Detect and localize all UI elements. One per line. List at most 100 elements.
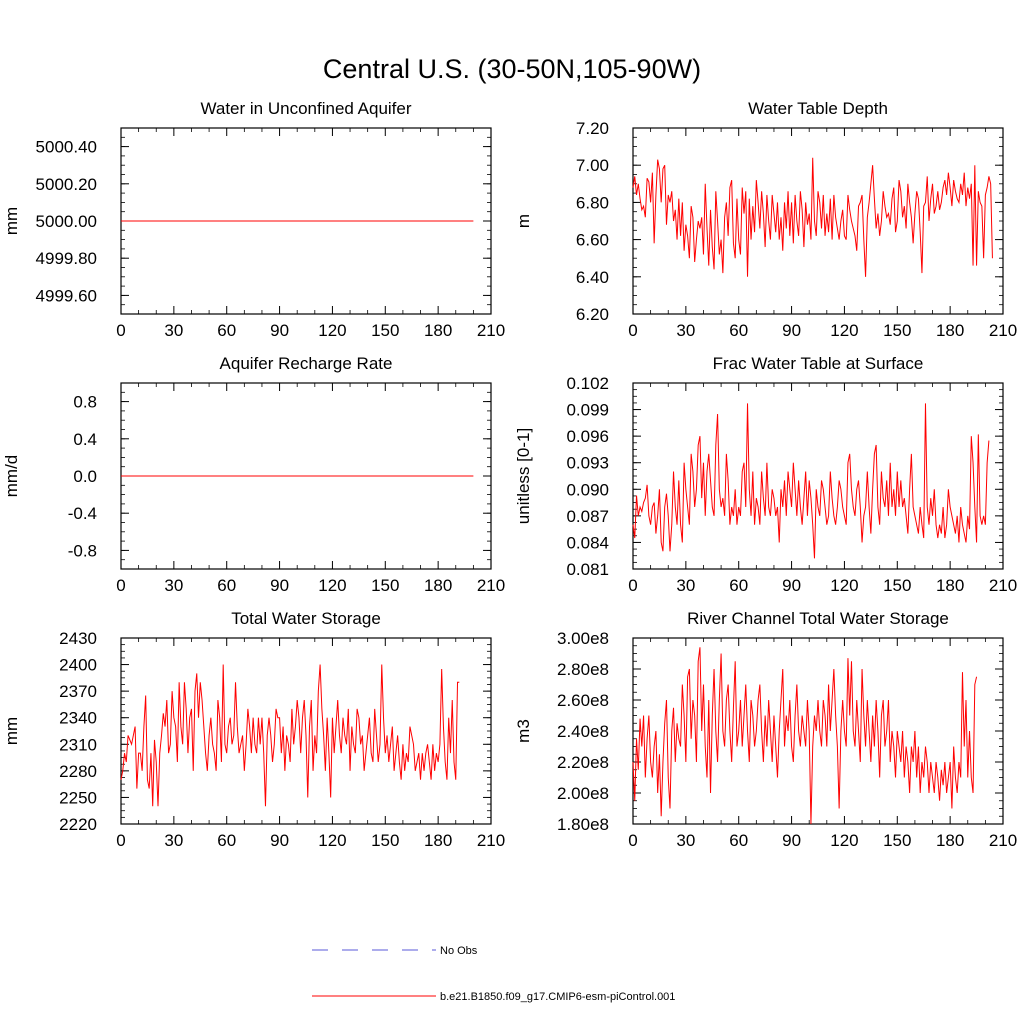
y-tick-label: 2.60e8 xyxy=(557,691,609,710)
x-tick-label: 210 xyxy=(989,576,1017,595)
panel-water-table-depth: Water Table Depth m 0 30 60 90 120 150 180 210 6.2… xyxy=(514,99,1017,340)
y-tick-label: 6.40 xyxy=(576,268,609,287)
y-tick-label: -0.4 xyxy=(68,504,97,523)
x-tick-label: 60 xyxy=(729,576,748,595)
panel-grid: Water in Unconfined Aquifer mm 0 30 60 90 120 1… xyxy=(2,99,1017,850)
x-tick-label: 0 xyxy=(628,321,637,340)
y-tick-label: 3.00e8 xyxy=(557,629,609,648)
x-tick-label: 120 xyxy=(830,576,858,595)
x-tick-label: 120 xyxy=(830,831,858,850)
y-tick-label: 2.80e8 xyxy=(557,660,609,679)
y-tick-label: 2.00e8 xyxy=(557,784,609,803)
y-tick-label: 6.20 xyxy=(576,305,609,324)
plot-frame xyxy=(632,382,1004,570)
x-tick-label: 0 xyxy=(116,831,125,850)
y-tick-label: 2250 xyxy=(59,788,97,807)
y-tick-label: 2280 xyxy=(59,762,97,781)
y-tick-label: 6.80 xyxy=(576,193,609,212)
x-tick-label: 90 xyxy=(782,321,801,340)
x-tick-label: 90 xyxy=(270,321,289,340)
y-tick-label: 2.40e8 xyxy=(557,722,609,741)
y-tick-label: 0.099 xyxy=(566,401,609,420)
x-tick-label: 150 xyxy=(883,321,911,340)
x-tick-label: 90 xyxy=(270,831,289,850)
panel-title: Aquifer Recharge Rate xyxy=(220,354,393,373)
x-tick-label: 180 xyxy=(936,576,964,595)
y-tick-label: 2220 xyxy=(59,815,97,834)
x-tick-label: 90 xyxy=(782,576,801,595)
x-tick-label: 30 xyxy=(676,576,695,595)
x-tick-label: 180 xyxy=(424,576,452,595)
y-tick-label: 5000.40 xyxy=(36,138,97,157)
x-tick-label: 60 xyxy=(217,831,236,850)
x-tick-label: 180 xyxy=(936,321,964,340)
series-line xyxy=(120,664,460,807)
series-line xyxy=(632,647,978,825)
y-tick-label: 0.081 xyxy=(566,560,609,579)
y-tick-label: 2.20e8 xyxy=(557,753,609,772)
x-tick-label: 30 xyxy=(676,831,695,850)
x-tick-label: 60 xyxy=(729,831,748,850)
y-tick-label: 2370 xyxy=(59,682,97,701)
x-tick-label: 180 xyxy=(424,831,452,850)
panel-aquifer-recharge-rate: Aquifer Recharge Rate mm/d 0 30 60 90 120 150 18… xyxy=(2,354,505,595)
panel-title: Water in Unconfined Aquifer xyxy=(200,99,411,118)
legend-label-model: b.e21.B1850.f09_g17.CMIP6-esm-piControl.… xyxy=(440,991,675,1003)
panel-river-channel-total-water-storage: River Channel Total Water Storage m3 0 30 60… xyxy=(514,609,1017,850)
legend: No Obs b.e21.B1850.f09_g17.CMIP6-esm-piC… xyxy=(312,945,675,1003)
y-tick-label: 0.8 xyxy=(73,393,97,412)
y-axis-label: mm xyxy=(2,207,21,235)
panel-frac-water-table-at-surface: Frac Water Table at Surface unitless [0-1… xyxy=(514,354,1017,595)
y-tick-label: 2310 xyxy=(59,735,97,754)
y-axis-label: unitless [0-1] xyxy=(514,428,533,524)
y-tick-label: 5000.00 xyxy=(36,212,97,231)
x-tick-label: 0 xyxy=(116,576,125,595)
y-axis-label: m xyxy=(514,214,533,228)
x-tick-label: 120 xyxy=(318,576,346,595)
plot-frame xyxy=(632,637,1004,825)
panel-title: Total Water Storage xyxy=(231,609,381,628)
x-tick-label: 150 xyxy=(371,321,399,340)
y-tick-label: 5000.20 xyxy=(36,175,97,194)
y-tick-label: 0.084 xyxy=(566,533,609,552)
y-axis-label: mm/d xyxy=(2,455,21,498)
x-tick-label: 60 xyxy=(217,321,236,340)
y-tick-label: 7.00 xyxy=(576,156,609,175)
x-tick-label: 30 xyxy=(676,321,695,340)
y-tick-label: 0.4 xyxy=(73,430,97,449)
panel-title: Water Table Depth xyxy=(748,99,888,118)
x-tick-label: 150 xyxy=(371,831,399,850)
legend-label-no-obs: No Obs xyxy=(440,945,478,957)
y-tick-label: 2400 xyxy=(59,656,97,675)
figure-title: Central U.S. (30-50N,105-90W) xyxy=(323,54,701,84)
y-tick-label: 0.093 xyxy=(566,454,609,473)
y-axis-label: m3 xyxy=(514,719,533,743)
x-tick-label: 210 xyxy=(477,576,505,595)
x-tick-label: 120 xyxy=(318,831,346,850)
y-tick-label: 0.102 xyxy=(566,374,609,393)
y-tick-label: 7.20 xyxy=(576,119,609,138)
x-tick-label: 150 xyxy=(371,576,399,595)
y-tick-label: 0.090 xyxy=(566,480,609,499)
x-tick-label: 210 xyxy=(477,321,505,340)
x-tick-label: 210 xyxy=(989,831,1017,850)
y-tick-label: 0.087 xyxy=(566,507,609,526)
panel-title: Frac Water Table at Surface xyxy=(713,354,924,373)
y-tick-label: 2430 xyxy=(59,629,97,648)
x-tick-label: 150 xyxy=(883,831,911,850)
x-tick-label: 120 xyxy=(830,321,858,340)
x-tick-label: 0 xyxy=(116,321,125,340)
x-tick-label: 210 xyxy=(989,321,1017,340)
x-tick-label: 90 xyxy=(782,831,801,850)
y-tick-label: 1.80e8 xyxy=(557,815,609,834)
panel-total-water-storage: Total Water Storage mm 0 30 60 90 120 150 180 210… xyxy=(2,609,505,850)
y-tick-label: 2340 xyxy=(59,709,97,728)
x-tick-label: 150 xyxy=(883,576,911,595)
x-tick-label: 180 xyxy=(424,321,452,340)
x-tick-label: 30 xyxy=(164,831,183,850)
y-tick-label: -0.8 xyxy=(68,541,97,560)
series-line xyxy=(632,157,993,277)
x-tick-label: 60 xyxy=(729,321,748,340)
panel-title: River Channel Total Water Storage xyxy=(687,609,949,628)
